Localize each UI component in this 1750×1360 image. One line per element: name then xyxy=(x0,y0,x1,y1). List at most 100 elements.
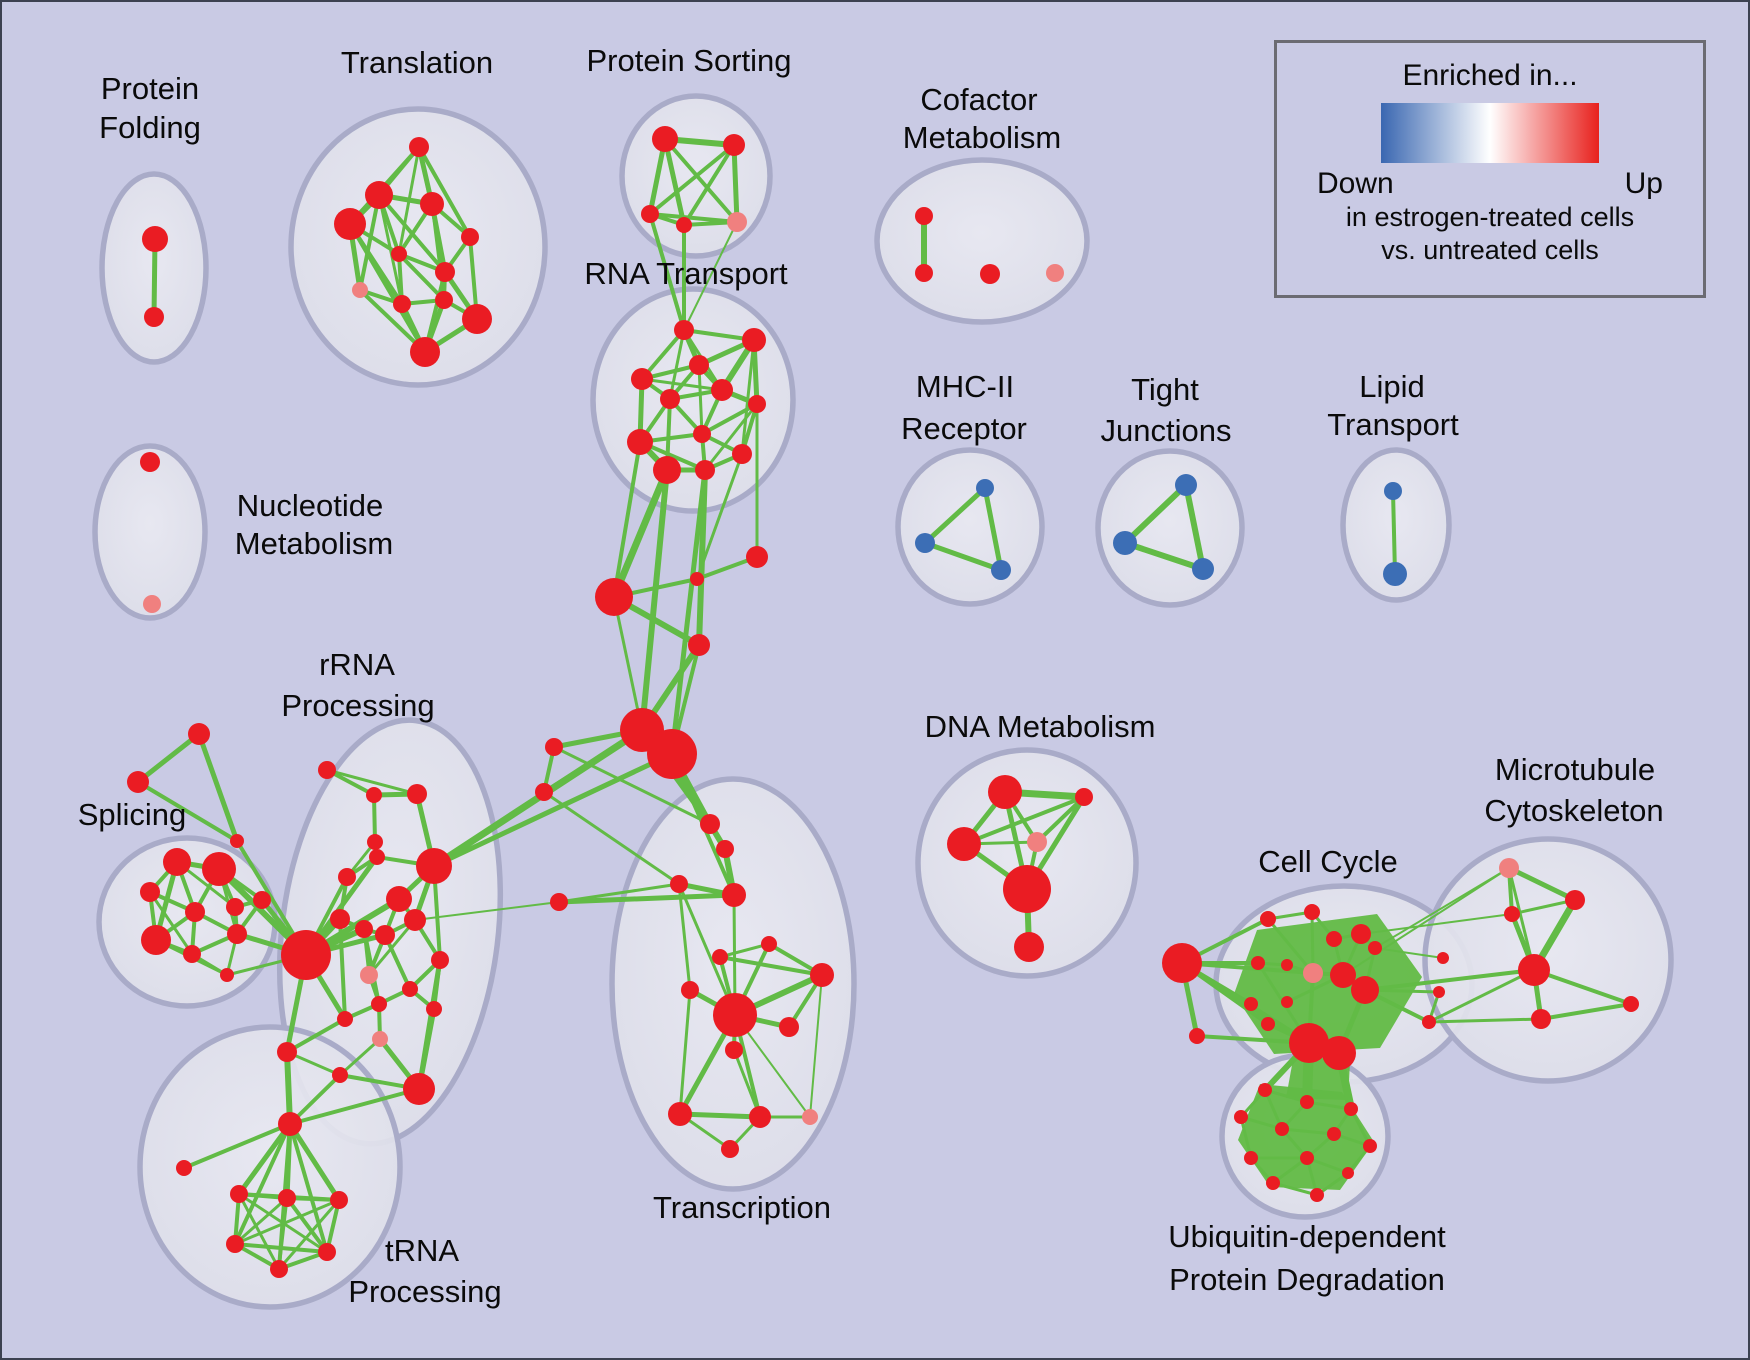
node-translation-4 xyxy=(461,228,479,246)
node-rrna-processing-21 xyxy=(367,834,383,850)
node-splicing-8 xyxy=(141,925,171,955)
splicing-label: Splicing xyxy=(78,797,187,832)
node-trna-processing-5 xyxy=(226,1235,244,1253)
node-rna-transport-5 xyxy=(660,389,680,409)
edge-mhc-ii-receptor xyxy=(922,485,988,546)
node-cofactor-metabolism-2 xyxy=(980,264,1000,284)
edge-protein-sorting xyxy=(682,143,736,227)
node-splicing-2 xyxy=(230,834,244,848)
edge-ubiquitin-degradation xyxy=(1271,1181,1319,1197)
edge-transcription xyxy=(677,882,692,992)
node-rrna-processing-5 xyxy=(369,849,385,865)
node-cell-cycle-1 xyxy=(1260,911,1276,927)
node-translation-0 xyxy=(409,137,429,157)
edge-cell-cycle-to-microtubule-cytoskeleton xyxy=(1427,968,1536,1024)
node-rna-transport-8 xyxy=(627,429,653,455)
edge-transcription xyxy=(718,955,824,977)
edge-lipid-transport xyxy=(1391,489,1397,576)
node-rna-transport-2 xyxy=(689,355,709,375)
mhc-ii-receptor-label: Receptor xyxy=(901,411,1027,446)
node-rrna-processing-2 xyxy=(407,784,427,804)
mhc-ii-receptor-label: MHC-II xyxy=(916,369,1014,404)
node-rrna-processing-0 xyxy=(318,761,336,779)
edge-mhc-ii-receptor xyxy=(982,485,1004,573)
node-trna-processing-6 xyxy=(318,1243,336,1261)
edge-trna-processing xyxy=(236,1121,293,1197)
lipid-transport-label: Lipid xyxy=(1359,369,1425,404)
node-translation-6 xyxy=(435,262,455,282)
node-translation-10 xyxy=(462,304,492,334)
node-ubiquitin-degradation-7 xyxy=(1244,1151,1258,1165)
edge-ubiquitin-degradation xyxy=(1263,1088,1284,1131)
rna-transport-label: RNA Transport xyxy=(584,256,788,291)
node-translation-8 xyxy=(393,295,411,313)
lipid-transport-label: Transport xyxy=(1327,407,1459,442)
edge-transcription xyxy=(678,988,692,1116)
node-rna-transport-7 xyxy=(693,425,711,443)
node-rna-transport-10 xyxy=(653,456,681,484)
tight-junctions-label: Tight xyxy=(1131,372,1199,407)
node-connector-7 xyxy=(535,783,553,801)
edge-connector-to-transcription xyxy=(556,892,737,905)
edge-ubiquitin-degradation xyxy=(1271,1156,1309,1185)
node-cell-cycle-14 xyxy=(1189,1028,1205,1044)
labels-layer: Protein Folding Translation Protein Sorting… xyxy=(78,43,1664,1309)
node-mhc-ii-receptor-1 xyxy=(915,533,935,553)
legend-gradient-bar xyxy=(1381,103,1599,163)
node-splicing-7 xyxy=(226,898,244,916)
edge-rna-transport xyxy=(740,338,756,456)
edge-rna-transport-to-connector xyxy=(612,440,642,599)
edge-rna-transport-to-connector xyxy=(669,467,708,757)
node-rrna-processing-22 xyxy=(281,930,331,980)
node-cell-cycle-12 xyxy=(1261,1017,1275,1031)
legend-box: Enriched in... Down Up in estrogen-treat… xyxy=(1274,40,1706,298)
node-rna-transport-4 xyxy=(711,379,733,401)
edge-connector-to-rrna-processing xyxy=(431,751,675,869)
microtubule-cytoskeleton-ellipse xyxy=(1422,836,1674,1084)
nucleotide-metabolism-label: Nucleotide xyxy=(237,488,383,523)
node-connector-0 xyxy=(595,578,633,616)
translation-label: Translation xyxy=(341,45,493,80)
node-trna-processing-2 xyxy=(230,1185,248,1203)
edge-rna-transport xyxy=(703,402,759,472)
node-ubiquitin-degradation-0 xyxy=(1258,1083,1272,1097)
node-protein-sorting-4 xyxy=(727,212,747,232)
edge-tight-junctions xyxy=(1183,482,1206,572)
node-transcription-4 xyxy=(761,936,777,952)
edge-trna-processing xyxy=(233,1196,289,1246)
node-transcription-7 xyxy=(681,981,699,999)
node-translation-3 xyxy=(334,208,366,240)
edge-tight-junctions xyxy=(1122,540,1206,572)
edge-cell-cycle xyxy=(1180,961,1315,975)
node-cell-cycle-7 xyxy=(1281,959,1293,971)
node-rrna-processing-20 xyxy=(360,966,378,984)
node-ubiquitin-degradation-11 xyxy=(1310,1188,1324,1202)
node-transcription-0 xyxy=(700,814,720,834)
trna-processing-label: Processing xyxy=(348,1274,501,1309)
node-transcription-5 xyxy=(712,949,728,965)
node-splicing-6 xyxy=(185,902,205,922)
edge-connector-to-transcription xyxy=(542,790,681,886)
protein-folding-label: Protein xyxy=(101,71,199,106)
node-rrna-processing-10 xyxy=(375,925,395,945)
ubiquitin-degradation-label: Protein Degradation xyxy=(1169,1262,1445,1297)
node-protein-sorting-0 xyxy=(652,126,678,152)
edge-transcription xyxy=(677,882,737,1017)
legend-subtitle-line2: vs. untreated cells xyxy=(1381,235,1599,265)
node-nucleotide-metabolism-1 xyxy=(143,595,161,613)
tight-junctions-ellipse xyxy=(1095,448,1245,608)
edge-rna-transport xyxy=(640,377,724,392)
mhc-ii-receptor-ellipse xyxy=(895,447,1045,607)
node-rna-transport-6 xyxy=(748,395,766,413)
node-transcription-2 xyxy=(670,875,688,893)
edge-trna-processing xyxy=(233,1198,341,1246)
rrna-processing-label: Processing xyxy=(281,688,434,723)
node-rrna-processing-11 xyxy=(431,951,449,969)
node-splicing-10 xyxy=(227,924,247,944)
nodes-layer xyxy=(127,126,1639,1278)
edge-trna-processing xyxy=(237,1192,281,1271)
edge-translation xyxy=(397,145,421,256)
node-trna-processing-7 xyxy=(270,1260,288,1278)
node-translation-5 xyxy=(391,246,407,262)
